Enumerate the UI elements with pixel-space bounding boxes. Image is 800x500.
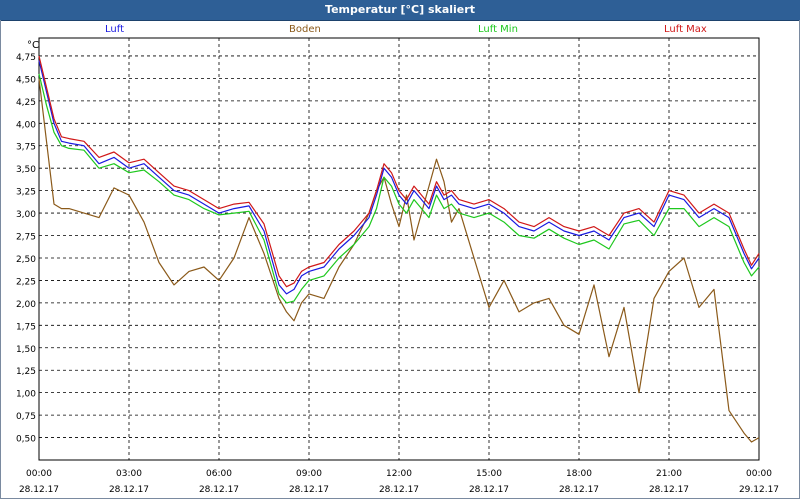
- x-tick-date-label: 28.12.17: [19, 485, 59, 495]
- series-line-luft: [38, 60, 760, 295]
- y-tick-label: 3,00: [16, 210, 36, 220]
- y-tick-label: 4,50: [16, 75, 36, 85]
- window-titlebar: Temperatur [°C] skaliert: [0, 0, 800, 21]
- y-axis-unit-label: °C: [27, 40, 39, 51]
- x-tick-label: 06:00: [206, 469, 232, 479]
- y-tick-label: 1,00: [16, 390, 36, 400]
- x-tick-date-label: 28.12.17: [289, 485, 329, 495]
- series-line-boden: [38, 78, 760, 443]
- series-line-luft-min: [38, 73, 760, 304]
- x-tick-date-label: 28.12.17: [649, 485, 689, 495]
- x-tick-label: 21:00: [656, 469, 682, 479]
- legend-item-luft-min: Luft Min: [478, 24, 518, 35]
- y-tick-label: 3,50: [16, 165, 36, 175]
- y-tick-label: 3,75: [16, 143, 36, 153]
- y-tick-label: 0,75: [16, 412, 36, 422]
- x-tick-date-label: 28.12.17: [379, 485, 419, 495]
- x-tick-date-label: 28.12.17: [469, 485, 509, 495]
- y-tick-label: 4,75: [16, 53, 36, 63]
- y-tick-label: 4,00: [16, 120, 36, 130]
- legend-item-luft: Luft: [105, 24, 124, 35]
- legend-item-boden: Boden: [289, 24, 321, 35]
- x-tick-date-label: 28.12.17: [109, 485, 149, 495]
- y-tick-label: 2,50: [16, 255, 36, 265]
- x-tick-label: 15:00: [476, 469, 502, 479]
- y-tick-label: 1,75: [16, 322, 36, 332]
- x-tick-date-label: 29.12.17: [739, 485, 779, 495]
- x-tick-label: 00:00: [26, 469, 52, 479]
- series-line-luft-max: [38, 55, 760, 288]
- x-tick-label: 12:00: [386, 469, 412, 479]
- x-tick-label: 03:00: [116, 469, 142, 479]
- legend-item-luft-max: Luft Max: [664, 24, 707, 35]
- x-tick-date-label: 28.12.17: [559, 485, 599, 495]
- x-tick-label: 00:00: [746, 469, 772, 479]
- y-tick-label: 4,25: [16, 98, 36, 108]
- x-tick-label: 09:00: [296, 469, 322, 479]
- y-tick-label: 1,25: [16, 367, 36, 377]
- x-tick-date-label: 28.12.17: [199, 485, 239, 495]
- y-tick-label: 2,00: [16, 300, 36, 310]
- window-title: Temperatur [°C] skaliert: [325, 3, 475, 16]
- y-tick-label: 3,25: [16, 188, 36, 198]
- y-tick-label: 0,50: [16, 435, 36, 445]
- y-tick-label: 2,25: [16, 277, 36, 287]
- y-tick-label: 2,75: [16, 233, 36, 243]
- y-tick-label: 1,50: [16, 345, 36, 355]
- x-tick-label: 18:00: [566, 469, 592, 479]
